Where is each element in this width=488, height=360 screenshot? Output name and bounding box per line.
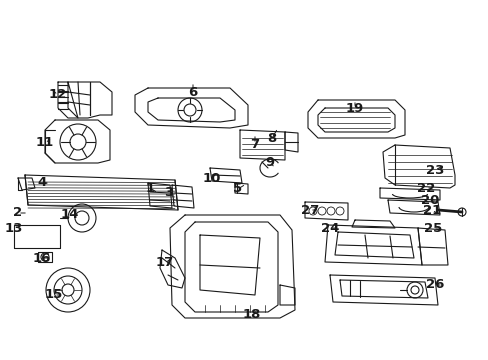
Text: 5: 5	[233, 183, 242, 195]
Text: 2: 2	[13, 207, 22, 220]
Text: 22: 22	[416, 181, 434, 194]
Text: 7: 7	[250, 138, 259, 150]
Text: 27: 27	[300, 203, 319, 216]
Text: 1: 1	[145, 181, 154, 194]
Text: 15: 15	[45, 288, 63, 302]
Text: 3: 3	[164, 186, 173, 199]
Text: 4: 4	[37, 176, 46, 189]
Text: 14: 14	[61, 208, 79, 221]
Text: 17: 17	[156, 256, 174, 270]
Text: 11: 11	[36, 136, 54, 149]
Text: 21: 21	[422, 203, 440, 216]
Text: 23: 23	[425, 163, 443, 176]
Text: 26: 26	[425, 279, 443, 292]
Text: 25: 25	[423, 221, 441, 234]
Text: 24: 24	[320, 221, 339, 234]
Text: 18: 18	[243, 309, 261, 321]
Text: 20: 20	[420, 194, 438, 207]
Text: 9: 9	[265, 156, 274, 168]
Text: 10: 10	[203, 171, 221, 184]
Text: 12: 12	[49, 89, 67, 102]
Text: 6: 6	[188, 85, 197, 99]
Text: 13: 13	[5, 221, 23, 234]
Text: 19: 19	[345, 102, 364, 114]
Text: 16: 16	[33, 252, 51, 265]
Text: 8: 8	[267, 131, 276, 144]
